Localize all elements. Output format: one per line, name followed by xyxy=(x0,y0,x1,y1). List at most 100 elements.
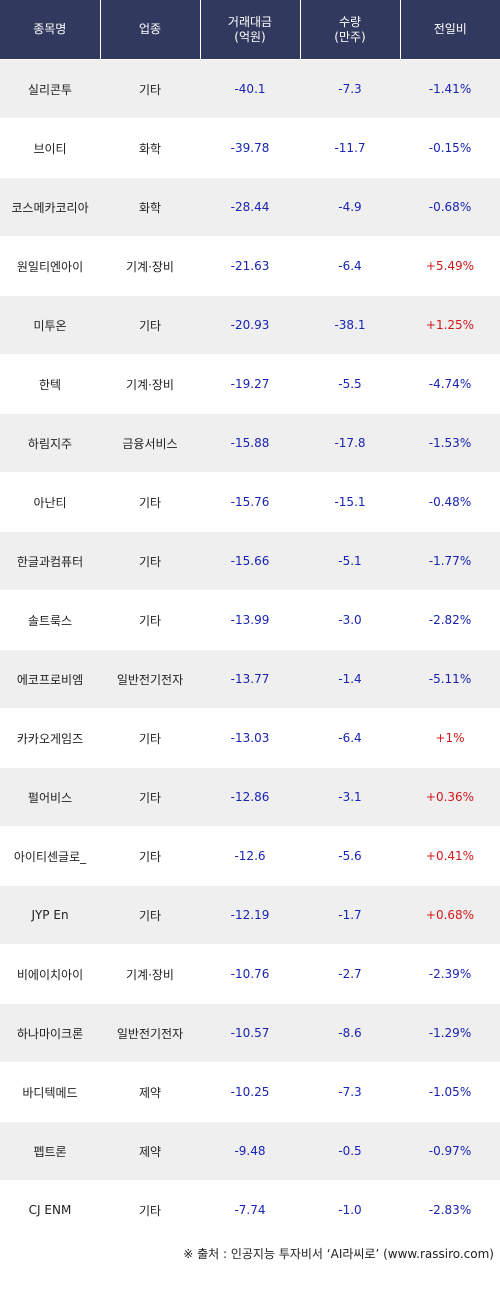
table-row: 솔트룩스 기타 -13.99 -3.0 -2.82% xyxy=(0,590,500,650)
cell-change: -2.39% xyxy=(400,944,500,1004)
cell-change: -0.15% xyxy=(400,118,500,178)
cell-amount: -7.74 xyxy=(200,1180,300,1239)
cell-change: +5.49% xyxy=(400,236,500,296)
cell-amount: -12.19 xyxy=(200,885,300,945)
cell-name: 미투온 xyxy=(0,295,100,355)
table-row: JYP En 기타 -12.19 -1.7 +0.68% xyxy=(0,885,500,945)
header-name: 종목명 xyxy=(0,0,100,60)
cell-change: +1% xyxy=(400,708,500,768)
cell-change: -1.41% xyxy=(400,59,500,119)
table-row: CJ ENM 기타 -7.74 -1.0 -2.83% xyxy=(0,1180,500,1239)
cell-volume: -3.1 xyxy=(300,767,400,827)
cell-name: 솔트룩스 xyxy=(0,590,100,650)
table-row: 에코프로비엠 일반전기전자 -13.77 -1.4 -5.11% xyxy=(0,649,500,709)
cell-amount: -10.25 xyxy=(200,1062,300,1122)
cell-name: 브이티 xyxy=(0,118,100,178)
cell-amount: -12.6 xyxy=(200,826,300,886)
header-sector: 업종 xyxy=(99,0,200,60)
cell-name: 에코프로비엠 xyxy=(0,649,100,709)
cell-change: -4.74% xyxy=(400,354,500,414)
cell-amount: -12.86 xyxy=(200,767,300,827)
cell-sector: 기타 xyxy=(100,767,200,827)
table-body: 실리콘투 기타 -40.1 -7.3 -1.41% 브이티 화학 -39.78 … xyxy=(0,59,500,1239)
header-volume: 수량 (만주) xyxy=(299,0,400,60)
cell-amount: -13.99 xyxy=(200,590,300,650)
cell-volume: -1.0 xyxy=(300,1180,400,1239)
cell-volume: -1.4 xyxy=(300,649,400,709)
cell-sector: 금융서비스 xyxy=(100,413,200,473)
cell-sector: 기계·장비 xyxy=(100,354,200,414)
cell-sector: 기타 xyxy=(100,1180,200,1239)
cell-volume: -11.7 xyxy=(300,118,400,178)
cell-amount: -39.78 xyxy=(200,118,300,178)
cell-amount: -9.48 xyxy=(200,1121,300,1181)
table-row: 코스메카코리아 화학 -28.44 -4.9 -0.68% xyxy=(0,177,500,237)
cell-change: +0.41% xyxy=(400,826,500,886)
cell-change: -2.82% xyxy=(400,590,500,650)
cell-name: 펩트론 xyxy=(0,1121,100,1181)
header-amount: 거래대금 (억원) xyxy=(199,0,300,60)
cell-sector: 기타 xyxy=(100,826,200,886)
cell-change: -2.83% xyxy=(400,1180,500,1239)
cell-volume: -5.1 xyxy=(300,531,400,591)
cell-name: 원일티엔아이 xyxy=(0,236,100,296)
cell-volume: -15.1 xyxy=(300,472,400,532)
cell-name: 카카오게임즈 xyxy=(0,708,100,768)
source-footnote: ※ 출처 : 인공지능 투자비서 ‘AI라씨로’ (www.rassiro.co… xyxy=(183,1247,494,1261)
cell-volume: -38.1 xyxy=(300,295,400,355)
cell-sector: 기타 xyxy=(100,59,200,119)
cell-change: -1.77% xyxy=(400,531,500,591)
cell-volume: -2.7 xyxy=(300,944,400,1004)
cell-change: +0.68% xyxy=(400,885,500,945)
table-row: 아이티센글로_ 기타 -12.6 -5.6 +0.41% xyxy=(0,826,500,886)
cell-amount: -28.44 xyxy=(200,177,300,237)
cell-change: -0.97% xyxy=(400,1121,500,1181)
cell-sector: 기타 xyxy=(100,531,200,591)
cell-change: -0.48% xyxy=(400,472,500,532)
cell-amount: -20.93 xyxy=(200,295,300,355)
cell-change: -1.29% xyxy=(400,1003,500,1063)
cell-change: -1.53% xyxy=(400,413,500,473)
cell-sector: 기타 xyxy=(100,472,200,532)
cell-name: 실리콘투 xyxy=(0,59,100,119)
cell-amount: -19.27 xyxy=(200,354,300,414)
header-change: 전일비 xyxy=(399,0,500,60)
cell-change: -5.11% xyxy=(400,649,500,709)
cell-sector: 일반전기전자 xyxy=(100,1003,200,1063)
cell-sector: 기타 xyxy=(100,295,200,355)
cell-name: 펄어비스 xyxy=(0,767,100,827)
cell-sector: 기타 xyxy=(100,708,200,768)
cell-volume: -7.3 xyxy=(300,1062,400,1122)
table-row: 한글과컴퓨터 기타 -15.66 -5.1 -1.77% xyxy=(0,531,500,591)
cell-name: 아난티 xyxy=(0,472,100,532)
cell-sector: 제약 xyxy=(100,1062,200,1122)
cell-volume: -17.8 xyxy=(300,413,400,473)
cell-volume: -7.3 xyxy=(300,59,400,119)
cell-name: 하림지주 xyxy=(0,413,100,473)
cell-name: 코스메카코리아 xyxy=(0,177,100,237)
cell-sector: 화학 xyxy=(100,177,200,237)
cell-change: +0.36% xyxy=(400,767,500,827)
cell-volume: -1.7 xyxy=(300,885,400,945)
cell-sector: 기타 xyxy=(100,590,200,650)
cell-name: 비에이치아이 xyxy=(0,944,100,1004)
table-row: 펩트론 제약 -9.48 -0.5 -0.97% xyxy=(0,1121,500,1181)
cell-amount: -13.03 xyxy=(200,708,300,768)
cell-amount: -10.76 xyxy=(200,944,300,1004)
table-row: 카카오게임즈 기타 -13.03 -6.4 +1% xyxy=(0,708,500,768)
cell-change: +1.25% xyxy=(400,295,500,355)
cell-amount: -21.63 xyxy=(200,236,300,296)
table-row: 하나마이크론 일반전기전자 -10.57 -8.6 -1.29% xyxy=(0,1003,500,1063)
cell-volume: -6.4 xyxy=(300,236,400,296)
cell-amount: -15.88 xyxy=(200,413,300,473)
cell-name: JYP En xyxy=(0,885,100,945)
table-row: 펄어비스 기타 -12.86 -3.1 +0.36% xyxy=(0,767,500,827)
cell-name: 한글과컴퓨터 xyxy=(0,531,100,591)
table-row: 하림지주 금융서비스 -15.88 -17.8 -1.53% xyxy=(0,413,500,473)
cell-change: -1.05% xyxy=(400,1062,500,1122)
cell-name: 하나마이크론 xyxy=(0,1003,100,1063)
cell-volume: -6.4 xyxy=(300,708,400,768)
table-row: 미투온 기타 -20.93 -38.1 +1.25% xyxy=(0,295,500,355)
cell-name: 바디텍메드 xyxy=(0,1062,100,1122)
cell-sector: 기계·장비 xyxy=(100,236,200,296)
